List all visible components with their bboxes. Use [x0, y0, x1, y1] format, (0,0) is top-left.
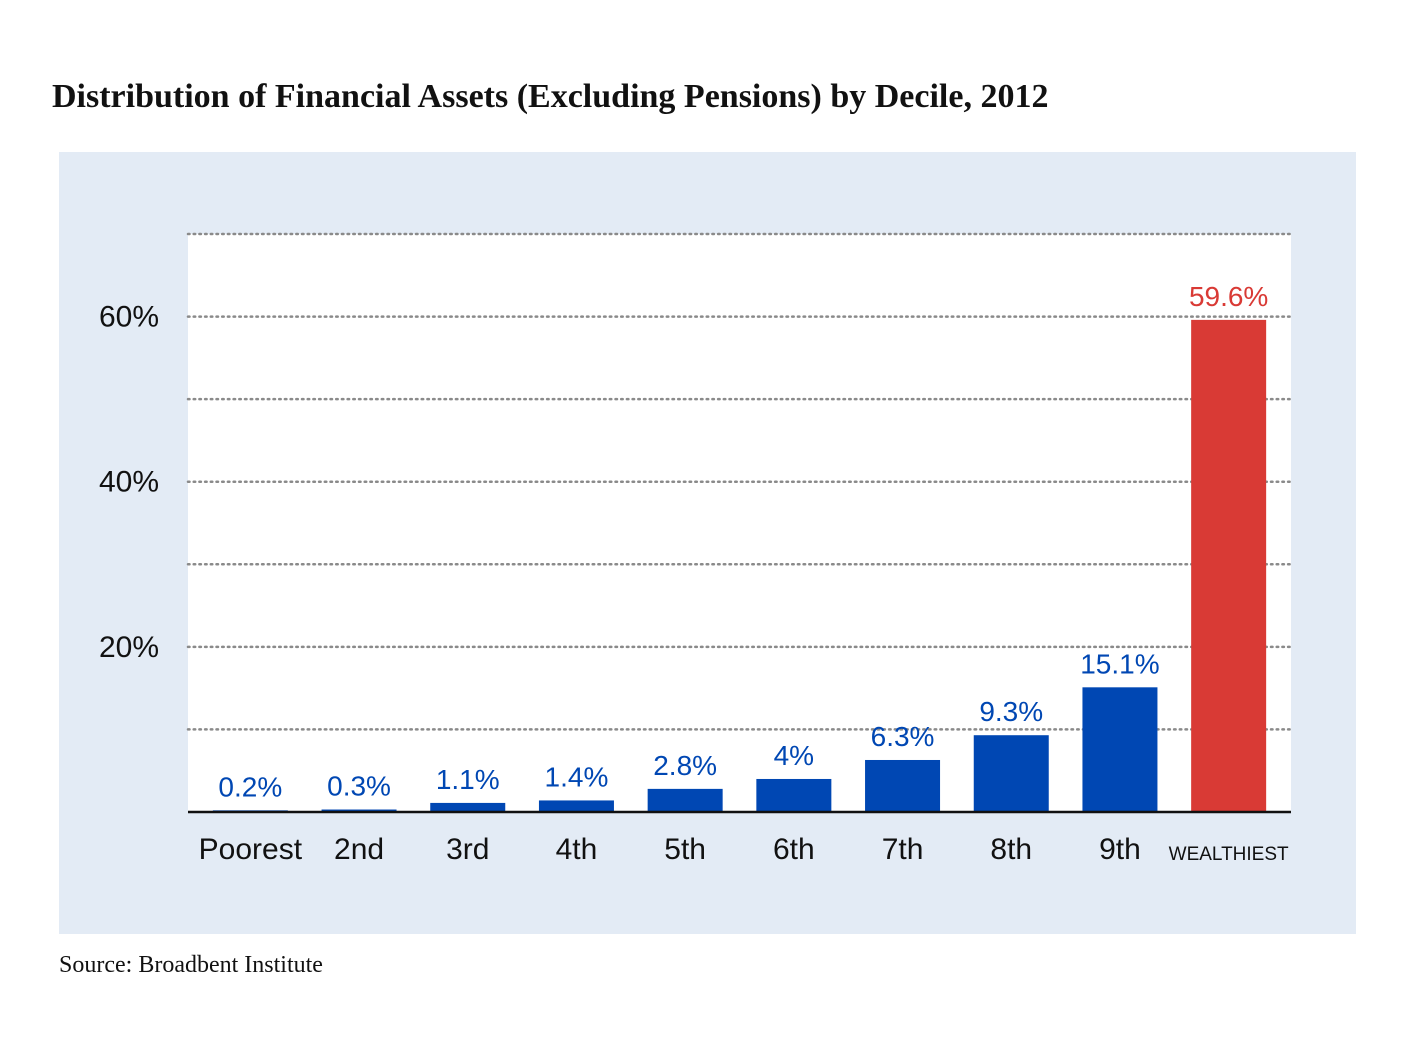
chart-title: Distribution of Financial Assets (Exclud… [52, 78, 1049, 115]
source-note: Source: Broadbent Institute [59, 952, 323, 978]
value-label: 4% [774, 740, 814, 771]
category-label: 4th [556, 833, 598, 866]
bar-3rd [430, 802, 506, 812]
category-label: 3rd [446, 833, 489, 866]
value-label: 15.1% [1080, 648, 1159, 679]
bar-wealthiest [1191, 319, 1267, 812]
data-labels: 0.2% 0.3% 1.1% 1.4% 2.8% 4% 6.3% 9.3% 15.1% 59.6% [218, 281, 1268, 802]
category-label: 2nd [334, 833, 384, 866]
chart-panel: 20% 40% 60% 0.2% 0.3% 1.1% 1.4% 2.8% 4% 6.3% 9.3%… [59, 152, 1356, 934]
bar-4th [538, 800, 614, 812]
bar-5th [647, 788, 723, 812]
value-label: 0.2% [218, 771, 282, 802]
category-label: WEALTHIEST [1169, 844, 1289, 865]
value-label: 59.6% [1189, 281, 1268, 312]
bar-9th [1082, 687, 1158, 812]
category-label: 5th [664, 833, 706, 866]
value-label: 9.3% [979, 696, 1043, 727]
y-tick-label: 20% [99, 631, 159, 664]
value-label: 0.3% [327, 771, 391, 802]
value-label: 1.4% [545, 761, 609, 792]
category-label: 6th [773, 833, 815, 866]
bars [212, 319, 1267, 812]
x-axis-category-labels: Poorest 2nd 3rd 4th 5th 6th 7th 8th 9th WEALTHIES… [199, 833, 1289, 866]
y-tick-label: 60% [99, 301, 159, 334]
category-label: 7th [882, 833, 924, 866]
y-axis-tick-labels: 20% 40% 60% [99, 301, 159, 664]
bar-6th [756, 778, 832, 812]
category-label: 9th [1099, 833, 1141, 866]
value-label: 2.8% [653, 750, 717, 781]
value-label: 6.3% [871, 721, 935, 752]
category-label: Poorest [199, 833, 303, 866]
bar-8th [973, 735, 1049, 812]
y-tick-label: 40% [99, 466, 159, 499]
bar-chart: 20% 40% 60% 0.2% 0.3% 1.1% 1.4% 2.8% 4% 6.3% 9.3%… [59, 152, 1356, 934]
bar-7th [865, 759, 941, 812]
category-label: 8th [990, 833, 1032, 866]
value-label: 1.1% [436, 764, 500, 795]
